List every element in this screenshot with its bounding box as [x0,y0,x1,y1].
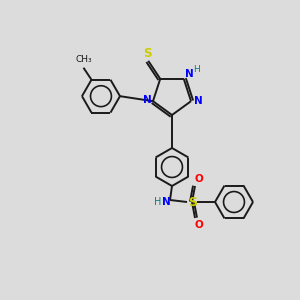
Text: CH₃: CH₃ [75,55,92,64]
Text: S: S [143,47,152,60]
Text: N: N [194,96,202,106]
Text: N: N [185,69,194,79]
Text: N: N [142,95,152,105]
Text: H: H [154,197,162,207]
Text: O: O [195,174,203,184]
Text: N: N [162,197,170,207]
Text: O: O [195,220,203,230]
Text: H: H [194,65,200,74]
Text: S: S [188,196,197,208]
